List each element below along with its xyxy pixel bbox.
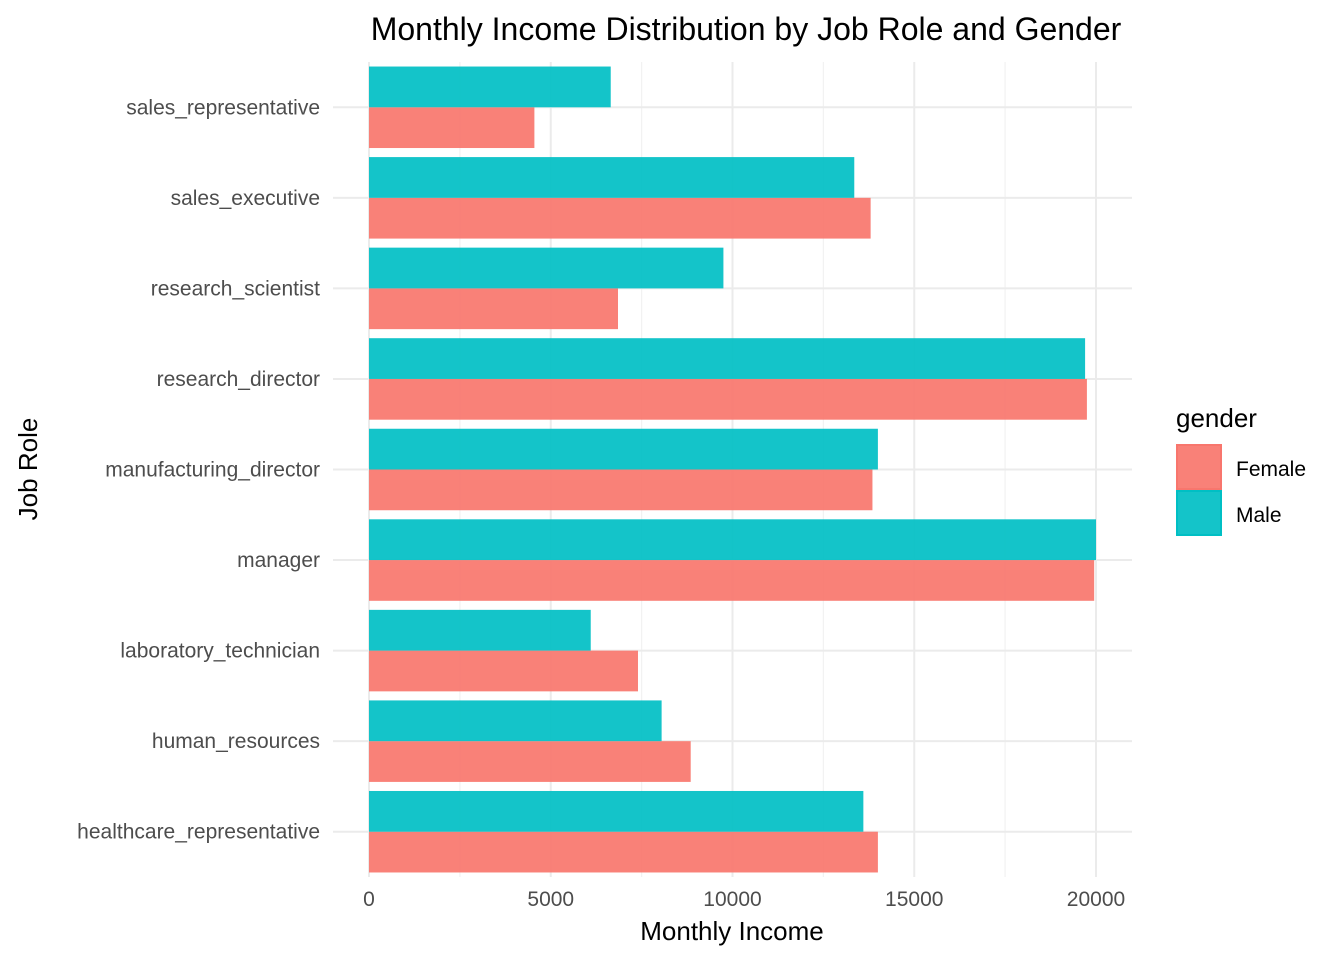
x-tick-label: 15000 [885, 888, 943, 911]
bar-female-research_scientist [369, 288, 618, 330]
bar-male-manager [369, 519, 1096, 561]
y-axis-label: Job Role [13, 418, 43, 521]
legend-label-male: Male [1236, 504, 1282, 527]
bar-female-sales_representative [369, 107, 535, 149]
bar-female-laboratory_technician [369, 650, 638, 692]
bar-male-human_resources [369, 700, 662, 742]
x-tick-label: 0 [363, 888, 375, 911]
bar-female-research_director [369, 378, 1087, 420]
y-tick-label: healthcare_representative [77, 821, 320, 844]
y-tick-label: sales_executive [171, 187, 320, 210]
x-tick-label: 10000 [703, 888, 761, 911]
bar-female-sales_executive [369, 197, 871, 239]
y-tick-label: manufacturing_director [105, 459, 320, 482]
chart-title: Monthly Income Distribution by Job Role … [371, 11, 1122, 47]
legend-title: gender [1176, 403, 1257, 433]
y-tick-labels: healthcare_representative human_resources… [77, 96, 320, 843]
legend-key-female [1176, 444, 1222, 490]
x-tick-labels: 0 5000 10000 15000 20000 [363, 888, 1125, 911]
bar-male-manufacturing_director [369, 428, 878, 470]
bar-female-manufacturing_director [369, 469, 873, 511]
x-tick-label: 20000 [1067, 888, 1125, 911]
y-tick-label: research_director [157, 368, 320, 391]
x-tick-label: 5000 [527, 888, 574, 911]
legend-key-male [1176, 490, 1222, 536]
bar-female-healthcare_representative [369, 831, 878, 873]
bars [369, 66, 1096, 873]
bar-male-healthcare_representative [369, 790, 864, 832]
y-tick-label: research_scientist [151, 277, 320, 300]
bar-male-research_scientist [369, 247, 724, 289]
bar-male-sales_executive [369, 157, 855, 198]
y-tick-label: laboratory_technician [120, 640, 320, 663]
bar-female-human_resources [369, 741, 691, 782]
legend-label-female: Female [1236, 458, 1306, 481]
bar-male-research_director [369, 338, 1086, 379]
y-tick-label: manager [237, 549, 320, 572]
legend: gender Female Male [1176, 403, 1306, 536]
bar-male-sales_representative [369, 66, 611, 108]
bar-female-manager [369, 560, 1095, 601]
bar-male-laboratory_technician [369, 609, 591, 651]
y-tick-label: human_resources [152, 730, 320, 753]
y-tick-label: sales_representative [126, 96, 320, 119]
x-axis-label: Monthly Income [640, 916, 824, 946]
